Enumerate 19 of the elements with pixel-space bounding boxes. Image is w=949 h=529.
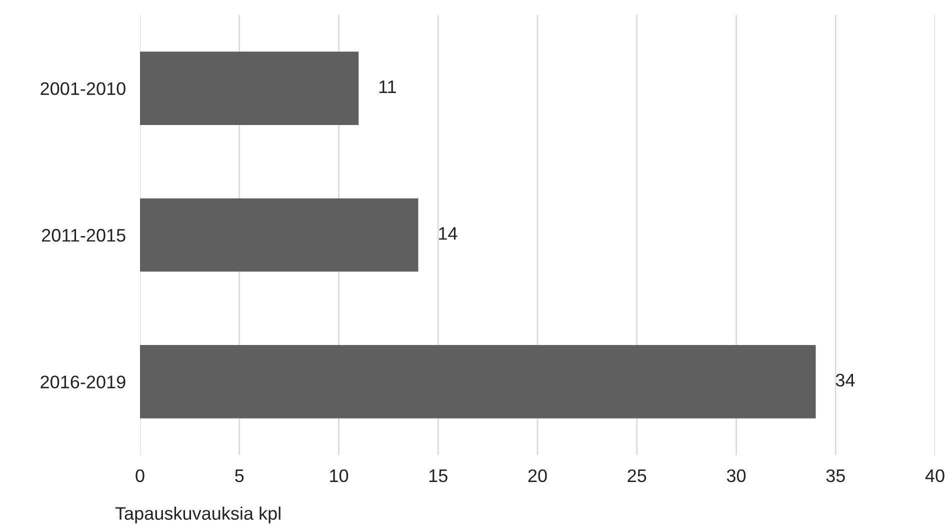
data-label: 34 [836, 374, 855, 387]
x-tick-label: 35 [826, 469, 845, 482]
bar [140, 198, 418, 272]
bar [140, 345, 816, 418]
x-tick-label: 5 [235, 470, 244, 482]
x-tick-label: 15 [429, 470, 448, 482]
x-tick-label: 30 [726, 469, 746, 482]
x-tick-label: 40 [925, 469, 944, 482]
y-tick-label: 2011-2015 [42, 228, 126, 242]
y-tick-label: 2016-2019 [40, 376, 126, 388]
x-tick-label: 20 [528, 469, 547, 482]
data-label: 11 [379, 80, 396, 93]
data-label: 14 [439, 227, 458, 240]
bar [140, 52, 359, 125]
x-tick-label: 10 [330, 469, 348, 482]
x-tick-label: 25 [628, 469, 646, 482]
x-axis-title: Tapauskuvauksia kpl [115, 506, 280, 524]
x-tick-label: 0 [136, 469, 144, 482]
y-tick-label: 2001-2010 [40, 82, 126, 96]
